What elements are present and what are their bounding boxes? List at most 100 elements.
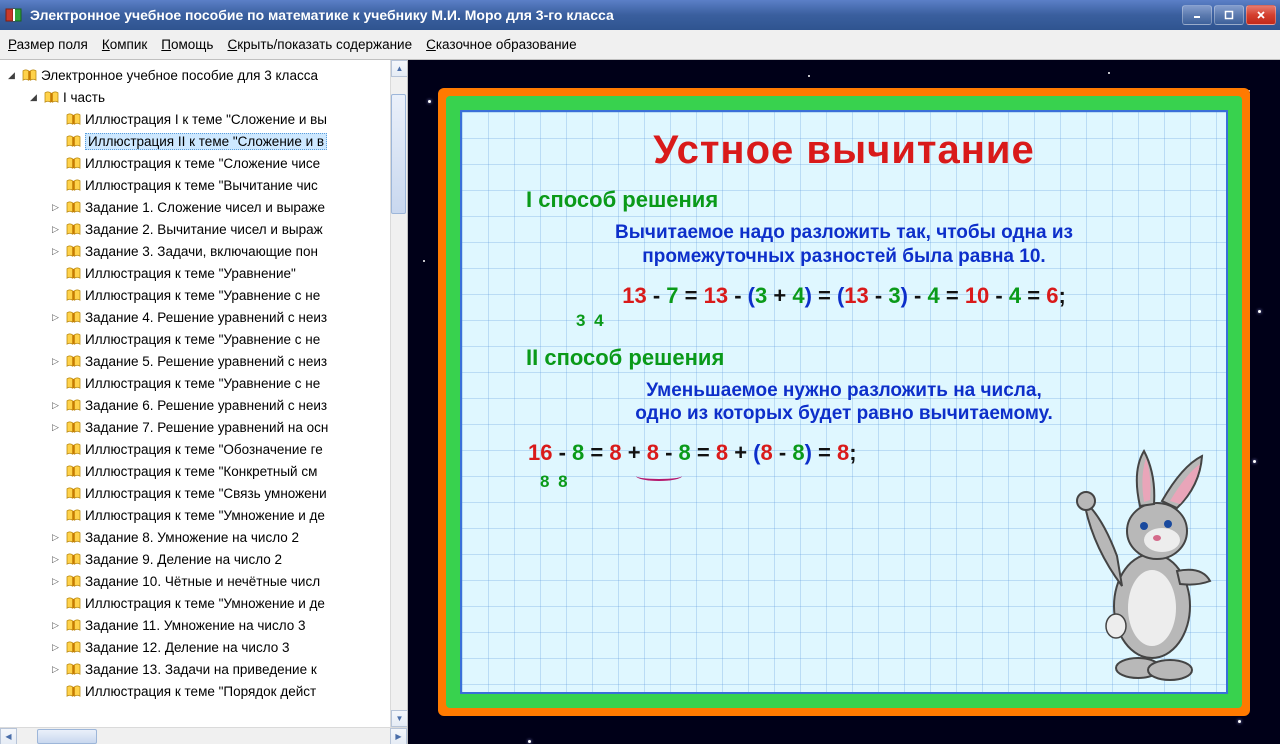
expand-icon[interactable]: ▷ (50, 312, 61, 323)
tree-row[interactable]: ▷Задание 2. Вычитание чисел и выраж (0, 218, 407, 240)
leaf-icon (50, 510, 61, 521)
main-window: Электронное учебное пособие по математик… (0, 0, 1280, 744)
book-icon (65, 265, 81, 281)
expand-icon[interactable]: ▷ (50, 400, 61, 411)
tree-row[interactable]: ▷Задание 9. Деление на число 2 (0, 548, 407, 570)
scroll-thumb-h[interactable] (37, 729, 97, 744)
tree-label: Электронное учебное пособие для 3 класса (41, 68, 318, 83)
slide-grid: Устное вычитание I способ решения Вычита… (460, 110, 1228, 694)
close-button[interactable] (1246, 5, 1276, 25)
tree-label: I часть (63, 90, 105, 105)
tree-row[interactable]: Иллюстрация II к теме "Сложение и в (0, 130, 407, 152)
tree-label: Задание 7. Решение уравнений на осн (85, 420, 328, 435)
leaf-icon (50, 114, 61, 125)
menu-fairy-education[interactable]: Сказочное образование (426, 37, 577, 52)
tree-label: Иллюстрация к теме "Умножение и де (85, 596, 325, 611)
scroll-left-icon[interactable]: ◀ (0, 728, 17, 744)
tree-row[interactable]: ▷ Задание 8. Умножение на число 2 (0, 526, 407, 548)
tree-label: Иллюстрация к теме "Уравнение с не (85, 376, 320, 391)
scroll-up-icon[interactable]: ▲ (391, 60, 407, 77)
book-icon (65, 639, 81, 655)
tree-row[interactable]: ◢ Электронное учебное пособие для 3 класс… (0, 64, 407, 86)
body-area: ◢Электронное учебное пособие для 3 класс… (0, 60, 1280, 744)
tree-row[interactable]: Иллюстрация к теме "Сложение чисе (0, 152, 407, 174)
tree-row[interactable]: ▷ Задание 7. Решение уравнений на осн (0, 416, 407, 438)
book-icon (65, 111, 81, 127)
expand-icon[interactable]: ▷ (50, 356, 61, 367)
tree-label: Задание 6. Решение уравнений с неиз (85, 398, 327, 413)
menu-field-size[interactable]: Размер поля (8, 37, 88, 52)
tree-row[interactable]: ▷Задание 5. Решение уравнений с неиз (0, 350, 407, 372)
tree-row[interactable]: Иллюстрация к теме "Уравнение с не (0, 284, 407, 306)
scroll-thumb-v[interactable] (391, 94, 406, 214)
expand-icon[interactable]: ▷ (50, 620, 61, 631)
tree-row[interactable]: Иллюстрация к теме "Вычитание чис (0, 174, 407, 196)
tree-scroll: ◢Электронное учебное пособие для 3 класс… (0, 60, 407, 727)
tree-row[interactable]: Иллюстрация к теме "Уравнение" (0, 262, 407, 284)
expand-icon[interactable]: ▷ (50, 642, 61, 653)
book-icon (65, 133, 81, 149)
expand-icon[interactable]: ▷ (50, 202, 61, 213)
tree-row[interactable]: ▷Задание 12. Деление на число 3 (0, 636, 407, 658)
book-icon (65, 243, 81, 259)
book-icon (65, 199, 81, 215)
leaf-icon (50, 180, 61, 191)
tree-row[interactable]: ▷ Задание 1. Сложение чисел и выраже (0, 196, 407, 218)
book-icon (65, 353, 81, 369)
tree-label: Задание 10. Чётные и нечётные числ (85, 574, 320, 589)
tree-panel: ◢Электронное учебное пособие для 3 класс… (0, 60, 408, 744)
tree-label: Задание 13. Задачи на приведение к (85, 662, 317, 677)
expand-icon[interactable]: ▷ (50, 422, 61, 433)
tree-row[interactable]: Иллюстрация к теме "Уравнение с не (0, 372, 407, 394)
tree-row[interactable]: ▷ Задание 3. Задачи, включающие пон (0, 240, 407, 262)
vertical-scrollbar[interactable]: ▲ ▼ (390, 60, 407, 727)
tree-label: Задание 1. Сложение чисел и выраже (85, 200, 325, 215)
expand-icon[interactable]: ▷ (50, 224, 61, 235)
tree-row[interactable]: Иллюстрация к теме "Порядок дейст (0, 680, 407, 702)
book-icon (65, 507, 81, 523)
menu-help[interactable]: Помощь (161, 37, 213, 52)
leaf-icon (50, 488, 61, 499)
collapse-icon[interactable]: ◢ (28, 92, 39, 103)
expand-icon[interactable]: ▷ (50, 246, 61, 257)
tree-label: Задание 8. Умножение на число 2 (85, 530, 299, 545)
eq1-decomposition: 3 4 (576, 311, 1190, 331)
expand-icon[interactable]: ▷ (50, 554, 61, 565)
book-icon (65, 529, 81, 545)
tree-row[interactable]: ▷ Задание 10. Чётные и нечётные числ (0, 570, 407, 592)
tree-row[interactable]: ▷ Задание 6. Решение уравнений с неиз (0, 394, 407, 416)
tree-row[interactable]: Иллюстрация к теме "Обозначение ге (0, 438, 407, 460)
tree-row[interactable]: ◢ I часть (0, 86, 407, 108)
expand-icon[interactable]: ▷ (50, 576, 61, 587)
minimize-button[interactable] (1182, 5, 1212, 25)
tree-row[interactable]: ▷Задание 11. Умножение на число 3 (0, 614, 407, 636)
tree-label: Иллюстрация к теме "Конкретный см (85, 464, 317, 479)
tree-row[interactable]: Иллюстрация к теме "Конкретный см (0, 460, 407, 482)
leaf-icon (50, 290, 61, 301)
tree-row[interactable]: Иллюстрация к теме "Умножение и де (0, 592, 407, 614)
menu-toggle-toc[interactable]: Скрыть/показать содержание (227, 37, 412, 52)
collapse-icon[interactable]: ◢ (6, 70, 17, 81)
scroll-right-icon[interactable]: ▶ (390, 728, 407, 744)
scroll-down-icon[interactable]: ▼ (391, 710, 407, 727)
book-icon (65, 419, 81, 435)
tree-row[interactable]: ▷Задание 4. Решение уравнений с неиз (0, 306, 407, 328)
tree-row[interactable]: Иллюстрация к теме "Уравнение с не (0, 328, 407, 350)
tree-row[interactable]: Иллюстрация I к теме "Сложение и вы (0, 108, 407, 130)
maximize-button[interactable] (1214, 5, 1244, 25)
tree-label: Иллюстрация II к теме "Сложение и в (85, 133, 327, 150)
tree-row[interactable]: Иллюстрация к теме "Умножение и де (0, 504, 407, 526)
expand-icon[interactable]: ▷ (50, 532, 61, 543)
expand-icon[interactable]: ▷ (50, 664, 61, 675)
leaf-icon (50, 158, 61, 169)
book-icon (65, 683, 81, 699)
horizontal-scrollbar[interactable]: ◀ ▶ (0, 727, 407, 744)
leaf-icon (50, 268, 61, 279)
menu-kompik[interactable]: Компик (102, 37, 147, 52)
tree-row[interactable]: ▷ Задание 13. Задачи на приведение к (0, 658, 407, 680)
leaf-icon (50, 444, 61, 455)
book-icon (65, 463, 81, 479)
tree-label: Задание 3. Задачи, включающие пон (85, 244, 318, 259)
slide-frame: Устное вычитание I способ решения Вычита… (438, 88, 1250, 716)
tree-row[interactable]: Иллюстрация к теме "Связь умножени (0, 482, 407, 504)
